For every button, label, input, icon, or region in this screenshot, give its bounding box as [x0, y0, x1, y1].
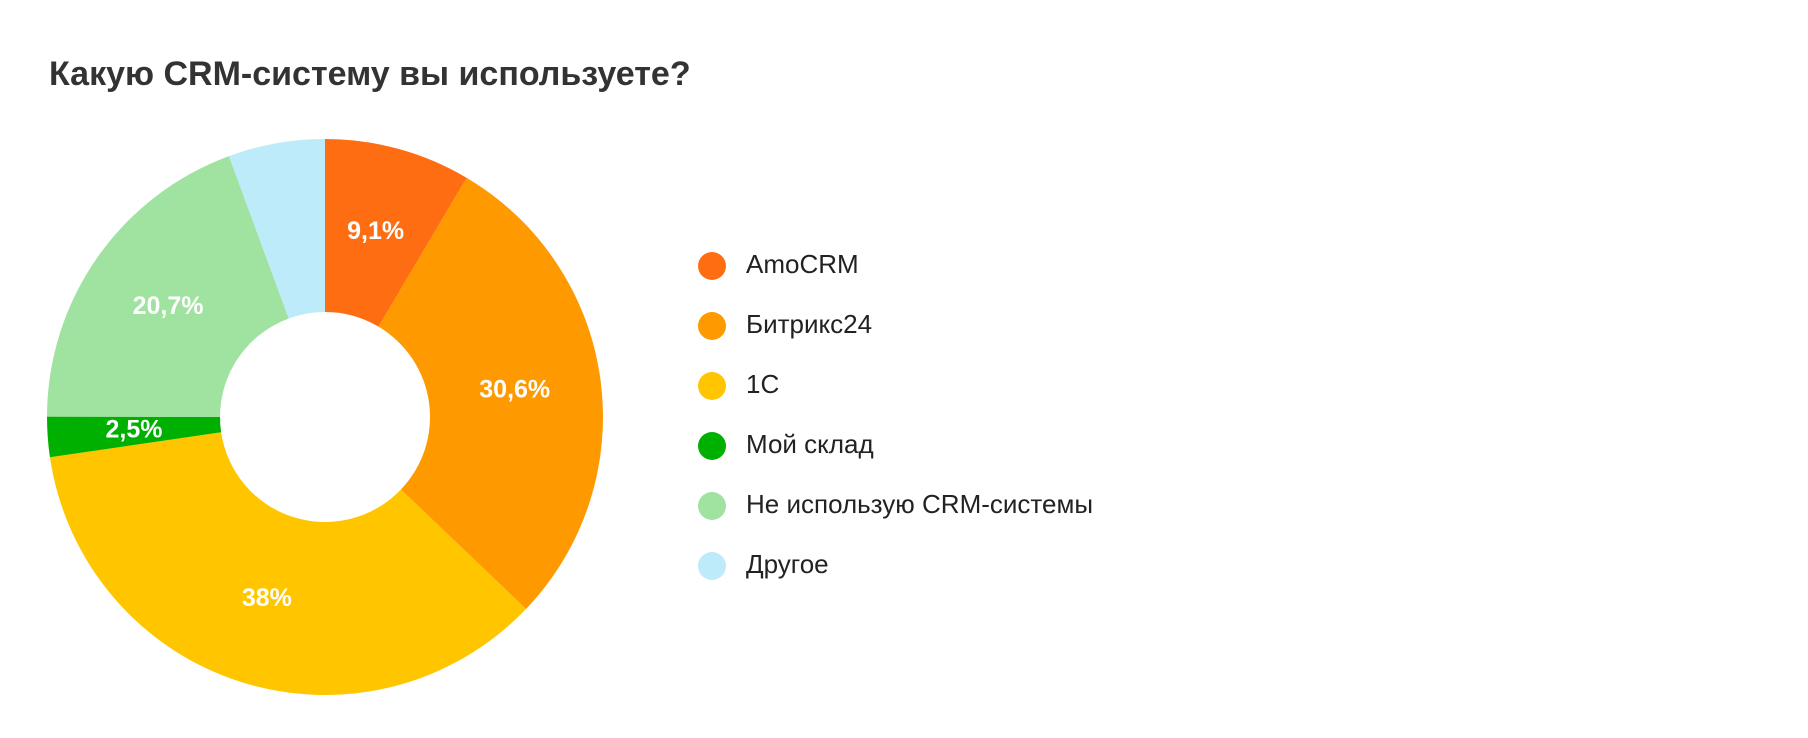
slice — [325, 139, 467, 327]
legend-marker — [698, 432, 726, 460]
slice — [378, 177, 603, 610]
legend-label: 1С — [746, 369, 779, 399]
value-label: 38% — [242, 584, 292, 612]
legend-label: Не использую CRM-системы — [746, 489, 1093, 519]
legend-label: Другое — [746, 549, 829, 579]
value-label: 30,6% — [479, 376, 550, 404]
slice — [49, 432, 527, 695]
value-label: 9,1% — [347, 217, 404, 245]
chart-title: Какую CRM-систему вы используете? — [49, 55, 691, 93]
legend-marker — [698, 312, 726, 340]
legend-marker — [698, 552, 726, 580]
value-label: 20,7% — [133, 292, 204, 320]
slice — [47, 156, 289, 417]
slice — [47, 416, 222, 458]
legend-marker — [698, 372, 726, 400]
legend-label: AmoCRM — [746, 249, 859, 279]
legend-label: Битрикс24 — [746, 309, 872, 339]
legend-marker — [698, 492, 726, 520]
value-label: 2,5% — [106, 415, 163, 443]
legend-marker — [698, 252, 726, 280]
slice — [228, 139, 325, 319]
legend-label: Мой склад — [746, 429, 874, 459]
